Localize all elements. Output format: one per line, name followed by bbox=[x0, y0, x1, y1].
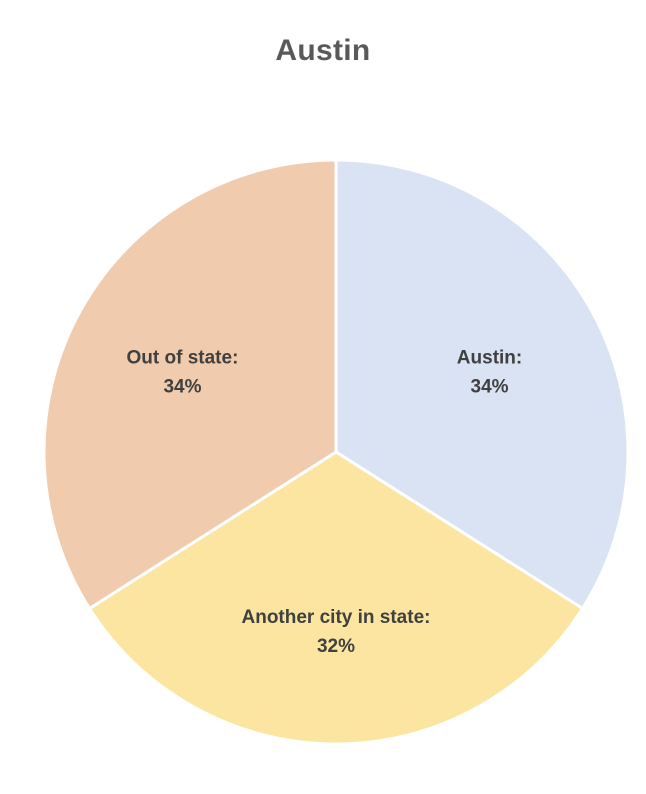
slice-label-value: 32% bbox=[317, 636, 355, 657]
pie-slice-1 bbox=[334, 158, 630, 610]
slice-label-3: Out of state: 34% bbox=[127, 348, 239, 398]
slice-label-value: 34% bbox=[163, 377, 201, 398]
pie-labels: Austin: 34% Another city in state: 32% Out o… bbox=[127, 348, 523, 658]
slice-label-1: Austin: 34% bbox=[457, 348, 522, 398]
pie-slices bbox=[42, 158, 630, 746]
slice-label-name: Another city in state: bbox=[242, 607, 431, 628]
slice-label-name: Out of state: bbox=[127, 348, 239, 369]
slice-label-value: 34% bbox=[471, 377, 509, 398]
slice-label-name: Austin: bbox=[457, 348, 522, 369]
pie-slice-3 bbox=[42, 158, 338, 610]
pie-slice-2 bbox=[87, 450, 585, 746]
chart-title: Austin bbox=[275, 34, 371, 67]
slice-label-2: Another city in state: 32% bbox=[242, 607, 431, 657]
